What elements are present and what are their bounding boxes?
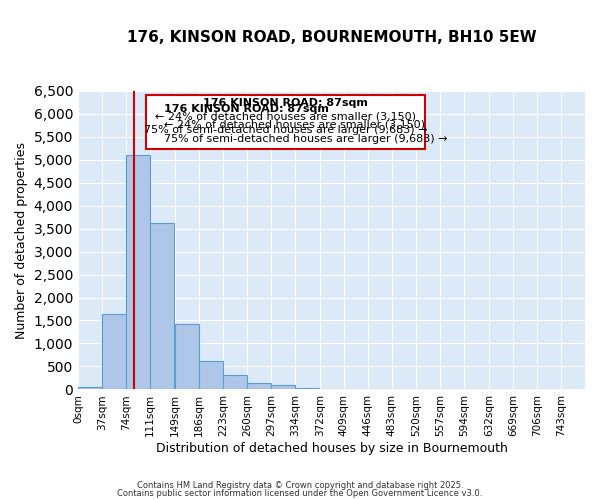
Text: ← 24% of detached houses are smaller (3,150): ← 24% of detached houses are smaller (3,… xyxy=(164,119,425,129)
Bar xyxy=(150,223,174,390)
Bar xyxy=(247,384,271,390)
Y-axis label: Number of detached properties: Number of detached properties xyxy=(15,142,28,338)
X-axis label: Distribution of detached houses by size in Bournemouth: Distribution of detached houses by size … xyxy=(155,442,508,455)
Bar xyxy=(78,386,102,390)
Text: Contains public sector information licensed under the Open Government Licence v3: Contains public sector information licen… xyxy=(118,488,482,498)
Text: 75% of semi-detached houses are larger (9,683) →: 75% of semi-detached houses are larger (… xyxy=(144,125,428,135)
Bar xyxy=(146,95,425,149)
Bar xyxy=(199,361,223,390)
Text: 176 KINSON ROAD: 87sqm: 176 KINSON ROAD: 87sqm xyxy=(164,104,329,114)
Bar xyxy=(295,388,319,390)
Text: ← 24% of detached houses are smaller (3,150): ← 24% of detached houses are smaller (3,… xyxy=(155,112,416,122)
Bar xyxy=(223,375,247,390)
Bar xyxy=(126,155,150,390)
Bar xyxy=(271,386,295,390)
Title: 176, KINSON ROAD, BOURNEMOUTH, BH10 5EW: 176, KINSON ROAD, BOURNEMOUTH, BH10 5EW xyxy=(127,30,536,45)
Text: Contains HM Land Registry data © Crown copyright and database right 2025.: Contains HM Land Registry data © Crown c… xyxy=(137,481,463,490)
Bar xyxy=(175,324,199,390)
Bar xyxy=(102,314,126,390)
Text: 75% of semi-detached houses are larger (9,683) →: 75% of semi-detached houses are larger (… xyxy=(164,134,448,144)
Text: 176 KINSON ROAD: 87sqm: 176 KINSON ROAD: 87sqm xyxy=(203,98,368,108)
